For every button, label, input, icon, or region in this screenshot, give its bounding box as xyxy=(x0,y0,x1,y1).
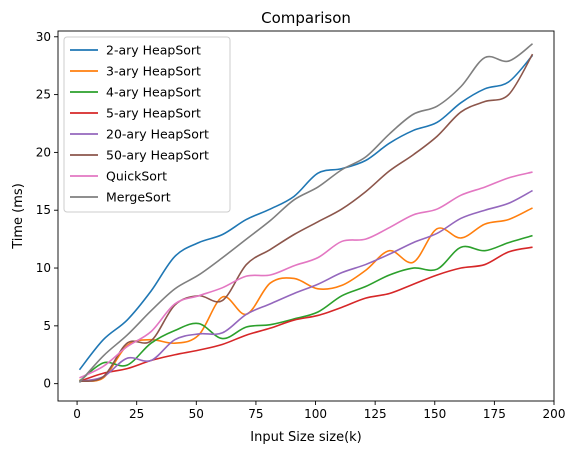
y-tick-label: 0 xyxy=(43,377,51,391)
x-tick-label: 200 xyxy=(543,407,566,421)
x-axis-label: Input Size size(k) xyxy=(250,430,362,445)
legend-label: QuickSort xyxy=(106,169,167,184)
x-tick-label: 125 xyxy=(364,407,387,421)
series-lines xyxy=(78,43,534,384)
y-tick-label: 25 xyxy=(36,88,51,102)
legend-label: MergeSort xyxy=(106,190,171,205)
x-tick-label: 25 xyxy=(129,407,144,421)
series-line-1 xyxy=(78,54,534,371)
legend-label: 20-ary HeapSort xyxy=(106,127,209,142)
series-line-2 xyxy=(79,207,533,382)
x-tick-label: 50 xyxy=(189,407,204,421)
series-line-7 xyxy=(79,171,533,379)
x-tick-label: 150 xyxy=(423,407,446,421)
x-tick-label: 100 xyxy=(304,407,327,421)
y-tick-label: 30 xyxy=(36,30,51,44)
legend-label: 50-ary HeapSort xyxy=(106,148,209,163)
series-line-6 xyxy=(79,53,534,383)
y-tick-label: 10 xyxy=(36,261,51,275)
legend-label: 3-ary HeapSort xyxy=(106,64,201,79)
legend-box xyxy=(63,36,231,213)
y-tick-label: 15 xyxy=(36,203,51,217)
x-tick-label: 0 xyxy=(73,407,81,421)
y-tick-label: 20 xyxy=(36,145,51,159)
x-axis: 0 25 50 75 100 125 150 175 200 xyxy=(73,401,565,421)
series-line-8 xyxy=(78,43,534,384)
legend-label: 5-ary HeapSort xyxy=(106,106,201,121)
legend: 2-ary HeapSort 3-ary HeapSort 4-ary HeapSo… xyxy=(63,36,231,213)
legend-label: 4-ary HeapSort xyxy=(106,85,201,100)
series-line-5 xyxy=(79,189,533,383)
x-tick-label: 175 xyxy=(483,407,506,421)
y-axis: 0 5 10 15 20 25 30 xyxy=(36,30,58,391)
chart-title: Comparison xyxy=(261,9,351,27)
y-axis-label: Time (ms) xyxy=(11,183,26,250)
plot-area-frame xyxy=(57,30,555,402)
y-tick-label: 5 xyxy=(43,319,51,333)
series-line-3 xyxy=(78,234,533,382)
x-tick-label: 75 xyxy=(248,407,263,421)
legend-label: 2-ary HeapSort xyxy=(106,43,201,58)
